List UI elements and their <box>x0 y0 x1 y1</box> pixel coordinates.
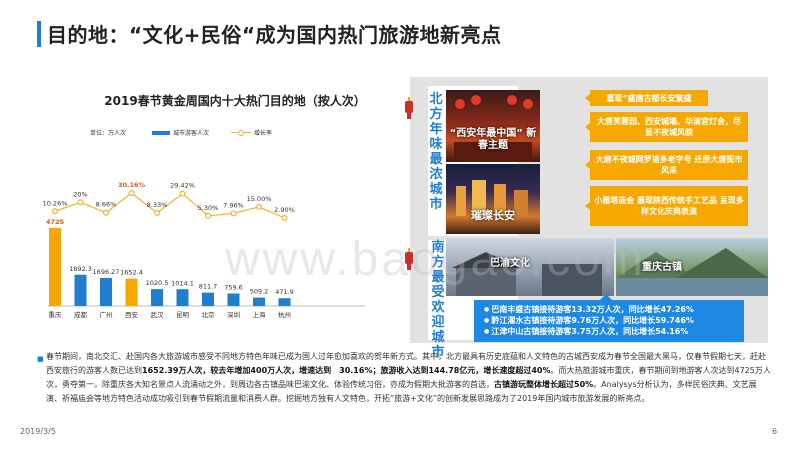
body-bold-2: 古镇游玩整体增长超过50% <box>494 380 594 389</box>
x-tick-label-2: 广州 <box>100 310 113 319</box>
north-photo-xian-new-year: “西安年最中国” 新春主题 <box>446 90 540 162</box>
architecture-decoration <box>452 252 602 296</box>
bar-9 <box>278 298 291 306</box>
north-card-4: 小雁塔庙会 展现陕西传统手工艺品 呈现多样文化庆典表演 <box>585 186 748 226</box>
body-text-1: 春节期间，南北交汇、赴国内各大旅游城市感受不同地方特色年味已成为国人过年愈加喜欢… <box>46 352 766 375</box>
growth-point-1 <box>77 199 84 206</box>
north-photo-chang-an: 璀璨长安 <box>446 164 540 234</box>
bar-value-label-9: 471.9 <box>275 288 294 296</box>
north-section-label: 北方年味最浓城市 <box>429 92 443 212</box>
footer-date: 2019/3/5 <box>20 427 56 436</box>
growth-label-5: 29.42% <box>170 182 195 190</box>
city-lights-decoration <box>456 180 528 216</box>
x-tick-label-7: 深圳 <box>227 310 240 319</box>
bar-value-label-5: 1014.1 <box>171 279 194 287</box>
growth-label-9: 2.90% <box>274 206 295 214</box>
growth-rate-line <box>54 192 285 219</box>
x-tick-label-1: 成都 <box>74 310 88 319</box>
bar-8 <box>253 297 265 306</box>
unit-label: 单位：万人次 <box>90 130 127 137</box>
bar-value-label-4: 1020.5 <box>146 279 169 287</box>
bar-value-label-7: 759.6 <box>224 283 243 291</box>
page-number: 6 <box>772 427 778 436</box>
x-tick-label-0: 重庆 <box>49 310 63 319</box>
bar-1 <box>74 274 87 306</box>
bar-6 <box>202 292 214 306</box>
bar-value-label-0: 4725 <box>46 218 65 226</box>
legend-line-swatch <box>231 129 252 136</box>
growth-point-9 <box>281 215 288 222</box>
body-bold-1: 1652.39万人次，较去年增加400万人次，增速达到 30.16%；旅游收入达… <box>142 366 551 375</box>
growth-label-4: 8.33% <box>147 201 168 209</box>
growth-label-3: 30.16% <box>118 181 146 189</box>
south-section-label: 南方最受欢迎城市 <box>431 240 445 360</box>
south-photo1-caption: 巴渝文化 <box>490 258 530 269</box>
body-text-2: 。而大热旅游城市重庆，春节期间到地游客人次达到4725万人次，勇夺第一。除重庆各… <box>46 366 771 389</box>
chinese-knot-icon <box>405 248 413 270</box>
bar-5 <box>176 289 189 306</box>
growth-point-8 <box>256 203 263 210</box>
growth-point-4 <box>154 210 161 217</box>
growth-label-1: 20% <box>73 190 87 198</box>
bar-line-chart: 4725 重庆 1892.3 成都 1696.27 广州 1652.4 西安 1020.5 武汉 1… <box>43 181 365 319</box>
legend-bar-swatch <box>152 130 171 135</box>
south-stat-1: 巴南丰盛古镇接待游客13.32万人次，同比增长47.26% <box>484 304 744 315</box>
bar-3 <box>125 278 138 306</box>
legend-bar-label: 城市游客人次 <box>173 130 210 137</box>
x-tick-label-5: 昆明 <box>176 311 190 319</box>
south-stats-card: 巴南丰盛古镇接待游客13.32万人次，同比增长47.26% 黔江濯水古镇接待游客… <box>474 294 744 342</box>
title-accent-bar <box>37 21 41 47</box>
chart-title: 2019春节黄金周国内十大热门目的地（按人次） <box>104 94 366 108</box>
growth-point-5 <box>179 190 186 197</box>
chinese-knot-icon <box>405 97 413 119</box>
bar-0 <box>49 228 61 306</box>
mountain-decoration <box>616 248 768 296</box>
x-tick-label-8: 上海 <box>253 310 267 319</box>
growth-point-7 <box>230 210 237 217</box>
bar-value-label-2: 1696.27 <box>93 268 120 276</box>
north-photo1-caption: “西安年最中国” 新春主题 <box>449 128 537 151</box>
south-photo2-caption: 重庆古镇 <box>642 262 682 273</box>
bar-value-label-3: 1652.4 <box>120 269 143 277</box>
body-paragraph: 春节期间，南北交汇、赴国内各大旅游城市感受不同地方特色年味已成为国人过年愈加喜欢… <box>46 350 771 406</box>
body-text-3: 。Analysys分析认为，多样民俗庆典、文艺展演、祈福庙会等地方特色活动成功吸… <box>46 380 757 403</box>
growth-label-8: 15.00% <box>247 195 272 203</box>
north-card-1: 重现“盛唐古都长安繁盛 <box>585 90 708 106</box>
bar-2 <box>100 277 112 306</box>
lantern-decoration <box>454 95 533 162</box>
x-tick-label-4: 武汉 <box>151 310 165 319</box>
x-tick-label-3: 西安 <box>125 310 139 319</box>
bar-7 <box>227 293 240 306</box>
growth-point-2 <box>102 209 109 216</box>
north-photo2-caption: 璀璨长安 <box>471 209 515 222</box>
chart-legend: 单位：万人次 城市游客人次 增长率 <box>90 128 272 137</box>
south-stat-3: 江津中山古镇接待游客3.75万人次，同比增长54.16% <box>484 326 744 337</box>
growth-label-2: 8.66% <box>96 201 117 209</box>
legend-line-label: 增长率 <box>254 130 273 137</box>
growth-point-6 <box>205 212 212 219</box>
north-card-2: 大唐芙蓉园、西安城墙、华清宫灯会，尽显不夜城风貌 <box>585 112 748 142</box>
south-photo-bayu-culture: 巴渝文化 <box>446 238 614 296</box>
north-card-3: 大唐不夜城网罗诸多老字号 还原大唐街市风采 <box>585 150 748 180</box>
page-title: 目的地：“文化+民俗“成为国内热门旅游地新亮点 <box>47 23 502 47</box>
south-stat-2: 黔江濯水古镇接待游客9.76万人次，同比增长59.746% <box>484 315 744 326</box>
paragraph-bullet: ■ <box>37 355 44 363</box>
growth-label-0: 10.26% <box>43 199 68 207</box>
bar-4 <box>151 289 163 306</box>
x-tick-label-6: 北京 <box>202 310 216 319</box>
x-tick-label-9: 杭州 <box>278 310 291 319</box>
bar-value-label-8: 509.2 <box>250 288 269 296</box>
growth-point-3 <box>128 190 135 197</box>
bar-value-label-1: 1892.3 <box>69 265 92 273</box>
south-photo-chongqing-town: 重庆古镇 <box>616 238 768 296</box>
growth-label-7: 7.96% <box>223 201 244 209</box>
growth-label-6: 5.30% <box>198 204 219 212</box>
growth-point-0 <box>51 208 58 215</box>
bar-value-label-6: 811.7 <box>199 283 218 291</box>
